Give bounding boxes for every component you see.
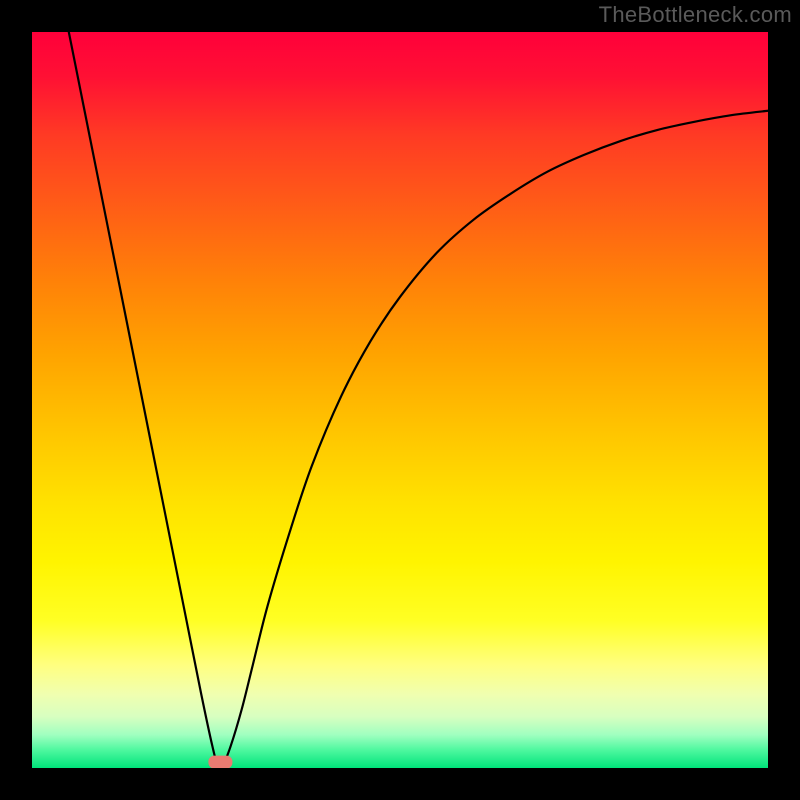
bottleneck-chart: TheBottleneck.com [0,0,800,800]
watermark-text: TheBottleneck.com [599,2,792,28]
minimum-marker [208,756,232,769]
chart-svg [0,0,800,800]
